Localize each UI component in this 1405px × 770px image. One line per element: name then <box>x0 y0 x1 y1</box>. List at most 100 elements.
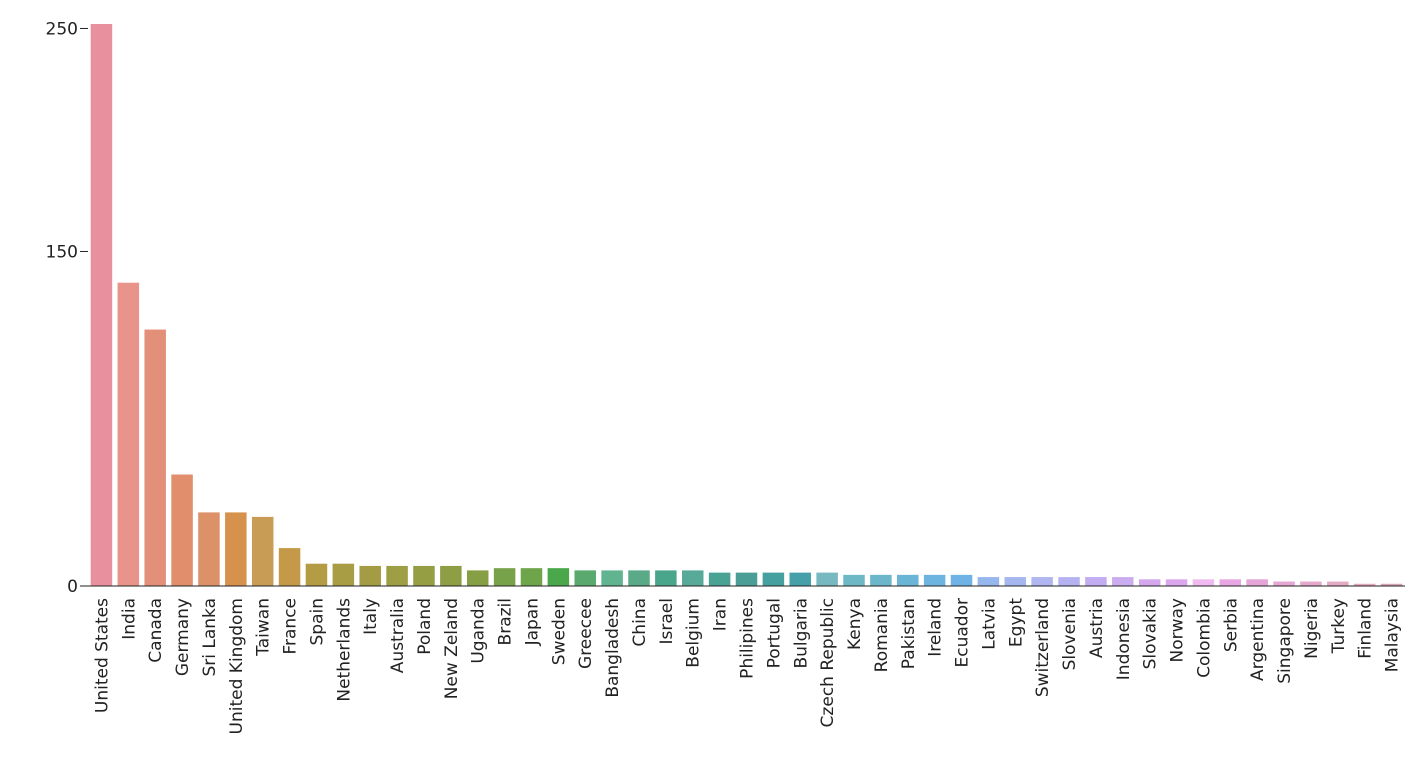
bar-colombia <box>1192 579 1215 586</box>
bar-sri-lanka <box>198 512 220 586</box>
x-tick-label: Indonesia <box>1114 598 1134 680</box>
bar-serbia <box>1219 579 1242 586</box>
x-tick-label: Finland <box>1356 598 1376 659</box>
bar-israel <box>655 570 677 586</box>
bar-bangladesh <box>601 570 623 586</box>
x-tick-label: Czech Republic <box>818 598 838 727</box>
bar-norway <box>1165 579 1188 586</box>
bar-india <box>117 282 140 586</box>
bar-greecee <box>574 570 596 586</box>
x-tick-label: France <box>281 598 301 655</box>
x-tick-label: Egypt <box>1006 598 1026 647</box>
bar-egypt <box>1004 577 1027 586</box>
bar-austria <box>1085 577 1107 586</box>
x-tick-label: Bangladesh <box>603 598 623 698</box>
bar-slovakia <box>1138 579 1161 586</box>
bar-finland <box>1353 583 1376 586</box>
x-axis: United States India Canada Germany Sri Lanka… <box>88 585 1405 734</box>
bar-iran <box>708 572 731 586</box>
y-axis: 0 150 250 <box>46 19 88 597</box>
bar-spain <box>305 563 328 586</box>
bar-pakistan <box>897 574 919 586</box>
bar-brazil <box>493 568 516 586</box>
bars-group <box>90 24 1403 586</box>
bar-romania <box>870 574 892 586</box>
x-tick-label: Poland <box>415 598 435 655</box>
bar-uganda <box>466 570 489 586</box>
bar-indonesia <box>1112 577 1134 586</box>
y-tick-label: 0 <box>67 577 78 597</box>
x-tick-label: Slovenia <box>1060 598 1080 670</box>
bar-united-kingdom <box>225 512 247 586</box>
bar-italy <box>359 565 381 586</box>
bar-switzerland <box>1031 577 1053 586</box>
bar-canada <box>144 329 166 586</box>
x-tick-label: Israel <box>657 598 677 644</box>
bar-malaysia <box>1380 583 1403 586</box>
x-tick-label: Italy <box>361 598 381 635</box>
x-tick-label: Serbia <box>1221 598 1241 652</box>
x-tick-label: Slovakia <box>1141 598 1161 669</box>
x-tick-label: Greecee <box>576 598 596 669</box>
bar-china <box>628 570 650 586</box>
bar-new-zeland <box>440 565 462 586</box>
x-tick-label: Germany <box>173 598 193 676</box>
bar-belgium <box>681 570 704 586</box>
x-tick-label: Malaysia <box>1383 598 1403 672</box>
y-tick-label: 250 <box>46 19 78 39</box>
x-tick-label: Nigeria <box>1302 598 1322 659</box>
x-tick-label: Portugal <box>764 598 784 668</box>
x-tick-label: Taiwan <box>254 598 274 657</box>
x-tick-label: Turkey <box>1329 598 1349 654</box>
bar-latvia <box>977 577 1000 586</box>
y-tick-label: 150 <box>46 242 78 262</box>
bar-turkey <box>1327 581 1349 586</box>
bar-australia <box>386 565 408 586</box>
x-tick-label: Singapore <box>1275 598 1295 684</box>
x-tick-label: Latvia <box>979 598 999 650</box>
bar-taiwan <box>251 516 274 586</box>
bar-argentina <box>1246 579 1268 586</box>
x-tick-label: India <box>119 598 139 640</box>
x-tick-label: Ireland <box>926 598 946 657</box>
bar-portugal <box>762 572 785 586</box>
x-tick-label: Iran <box>711 598 731 631</box>
x-tick-label: Ecuador <box>953 598 973 667</box>
x-tick-label: Australia <box>388 598 408 673</box>
x-tick-label: Sweden <box>549 598 569 665</box>
x-tick-label: Philipines <box>738 598 758 679</box>
x-tick-label: Brazil <box>496 598 516 645</box>
x-tick-label: Austria <box>1087 598 1107 658</box>
bar-united-states <box>90 24 113 586</box>
bar-japan <box>520 568 543 586</box>
x-tick-label: Bulgaria <box>791 598 811 669</box>
bar-nigeria <box>1300 581 1322 586</box>
x-tick-label: China <box>630 598 650 647</box>
bar-philipines <box>735 572 758 586</box>
bar-germany <box>171 474 193 586</box>
x-tick-label: Spain <box>307 598 327 646</box>
x-tick-label: Japan <box>522 598 542 646</box>
x-tick-label: Canada <box>146 598 166 663</box>
x-tick-label: Norway <box>1168 598 1188 663</box>
x-tick-label: Pakistan <box>899 598 919 669</box>
x-tick-label: Switzerland <box>1033 598 1053 697</box>
bar-ecuador <box>950 574 973 586</box>
bar-czech-republic <box>816 572 838 586</box>
bar-france <box>278 548 301 586</box>
x-tick-label: Netherlands <box>334 598 354 702</box>
bar-netherlands <box>332 563 355 586</box>
x-tick-label: Uganda <box>469 598 489 664</box>
x-tick-label: United States <box>92 598 112 713</box>
bar-slovenia <box>1058 577 1080 586</box>
bar-poland <box>413 565 435 586</box>
x-tick-label: Sri Lanka <box>200 598 220 677</box>
x-tick-label: New Zeland <box>442 598 462 699</box>
bar-singapore <box>1273 581 1295 586</box>
x-tick-label: Argentina <box>1248 598 1268 681</box>
x-tick-label: Belgium <box>684 598 704 668</box>
x-tick-label: Kenya <box>845 598 865 650</box>
bar-bulgaria <box>789 572 811 586</box>
